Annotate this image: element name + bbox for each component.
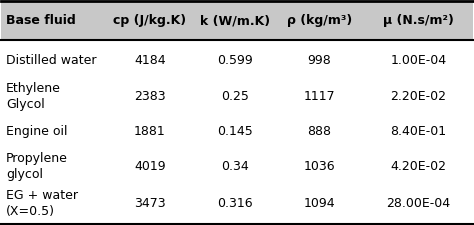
Text: 28.00E-04: 28.00E-04 bbox=[386, 197, 450, 210]
Text: 1.00E-04: 1.00E-04 bbox=[391, 54, 447, 67]
Text: k (W/m.K): k (W/m.K) bbox=[200, 14, 270, 27]
Text: 888: 888 bbox=[308, 125, 331, 138]
Text: 998: 998 bbox=[308, 54, 331, 67]
Text: 0.599: 0.599 bbox=[217, 54, 253, 67]
Text: EG + water
(X=0.5): EG + water (X=0.5) bbox=[6, 189, 78, 218]
Text: 4.20E-02: 4.20E-02 bbox=[391, 160, 447, 173]
Text: 0.25: 0.25 bbox=[221, 90, 248, 103]
Text: cp (J/kg.K): cp (J/kg.K) bbox=[113, 14, 186, 27]
Text: 3473: 3473 bbox=[134, 197, 165, 210]
Text: 1117: 1117 bbox=[304, 90, 335, 103]
Text: Ethylene
Glycol: Ethylene Glycol bbox=[6, 82, 61, 111]
Text: 1094: 1094 bbox=[304, 197, 335, 210]
Text: Distilled water: Distilled water bbox=[6, 54, 97, 67]
Text: Engine oil: Engine oil bbox=[6, 125, 68, 138]
Text: 0.145: 0.145 bbox=[217, 125, 253, 138]
Text: 4019: 4019 bbox=[134, 160, 165, 173]
Text: 0.34: 0.34 bbox=[221, 160, 248, 173]
Text: 8.40E-01: 8.40E-01 bbox=[391, 125, 447, 138]
Text: 0.316: 0.316 bbox=[217, 197, 253, 210]
Text: μ (N.s/m²): μ (N.s/m²) bbox=[383, 14, 454, 27]
Text: 2.20E-02: 2.20E-02 bbox=[391, 90, 447, 103]
Text: Base fluid: Base fluid bbox=[6, 14, 76, 27]
Text: Propylene
glycol: Propylene glycol bbox=[6, 152, 68, 181]
Text: 1036: 1036 bbox=[304, 160, 335, 173]
Text: ρ (kg/m³): ρ (kg/m³) bbox=[287, 14, 352, 27]
Text: 1881: 1881 bbox=[134, 125, 166, 138]
Bar bbox=[1, 1, 473, 40]
Text: 2383: 2383 bbox=[134, 90, 165, 103]
Text: 4184: 4184 bbox=[134, 54, 165, 67]
